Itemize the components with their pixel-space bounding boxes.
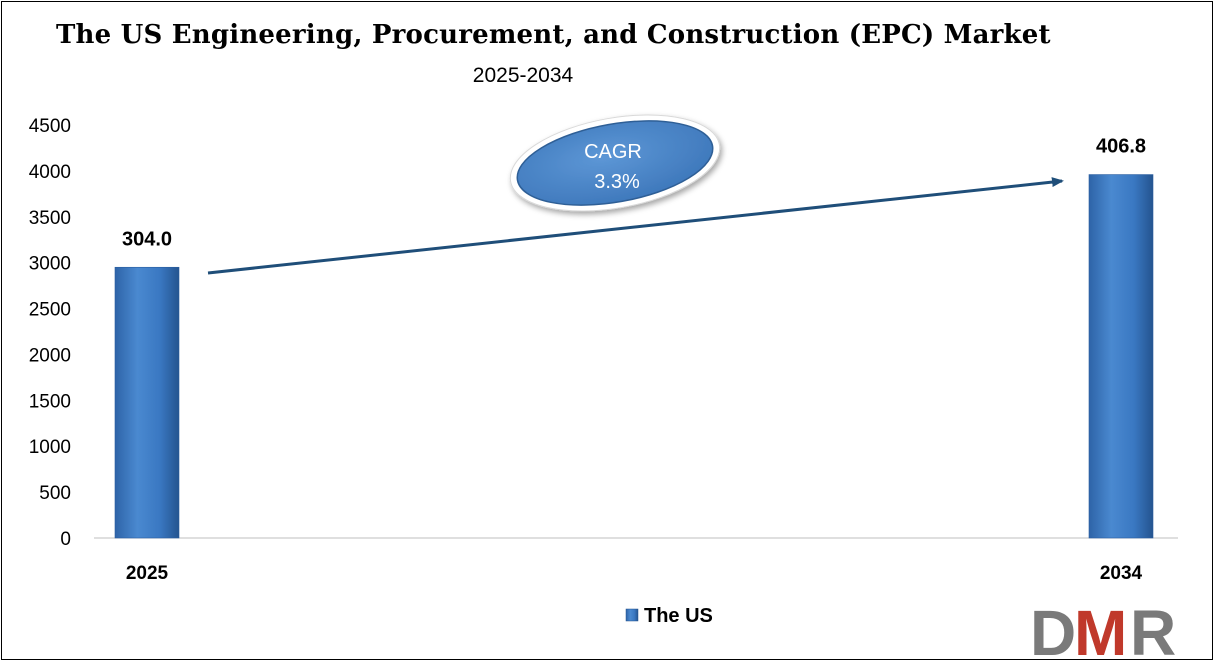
y-tick-label: 2500 <box>29 300 71 321</box>
cagr-value: 3.3% <box>594 171 640 193</box>
cagr-arrow <box>207 177 1064 275</box>
y-tick-label: 2000 <box>29 345 71 366</box>
chart-title: The US Engineering, Procurement, and Con… <box>56 20 1051 50</box>
y-tick-label: 3000 <box>29 254 71 275</box>
y-tick-label: 1000 <box>29 437 71 458</box>
logo-letter-d: D <box>1030 597 1076 663</box>
y-tick-label: 1500 <box>29 391 71 412</box>
legend-label: The US <box>644 605 713 627</box>
y-axis: 0 500 1000 1500 2000 2500 3000 3500 4000 4500 <box>29 116 71 550</box>
bars <box>114 174 1154 539</box>
y-tick-label: 0 <box>60 529 71 550</box>
data-label: 406.8 <box>1096 136 1146 158</box>
bar-2025 <box>114 266 180 539</box>
x-tick-label: 2025 <box>126 563 169 584</box>
cagr-label: CAGR <box>584 141 642 163</box>
y-tick-label: 4000 <box>29 162 71 183</box>
dmr-logo: D M R <box>1030 597 1176 663</box>
logo-letter-m: M <box>1074 597 1127 663</box>
y-tick-label: 4500 <box>29 116 71 137</box>
logo-letter-r: R <box>1130 597 1176 663</box>
category-labels: 2025 2034 <box>126 563 1143 584</box>
x-tick-label: 2034 <box>1100 563 1143 584</box>
data-label: 304.0 <box>122 228 172 250</box>
value-labels: 304.0 406.8 <box>122 136 1146 251</box>
y-tick-label: 500 <box>39 483 71 504</box>
bar-2034 <box>1088 174 1154 539</box>
legend: The US <box>625 605 713 627</box>
cagr-bubble <box>509 114 721 212</box>
y-tick-label: 3500 <box>29 208 71 229</box>
legend-swatch <box>625 608 639 622</box>
chart-subtitle: 2025-2034 <box>472 64 574 87</box>
